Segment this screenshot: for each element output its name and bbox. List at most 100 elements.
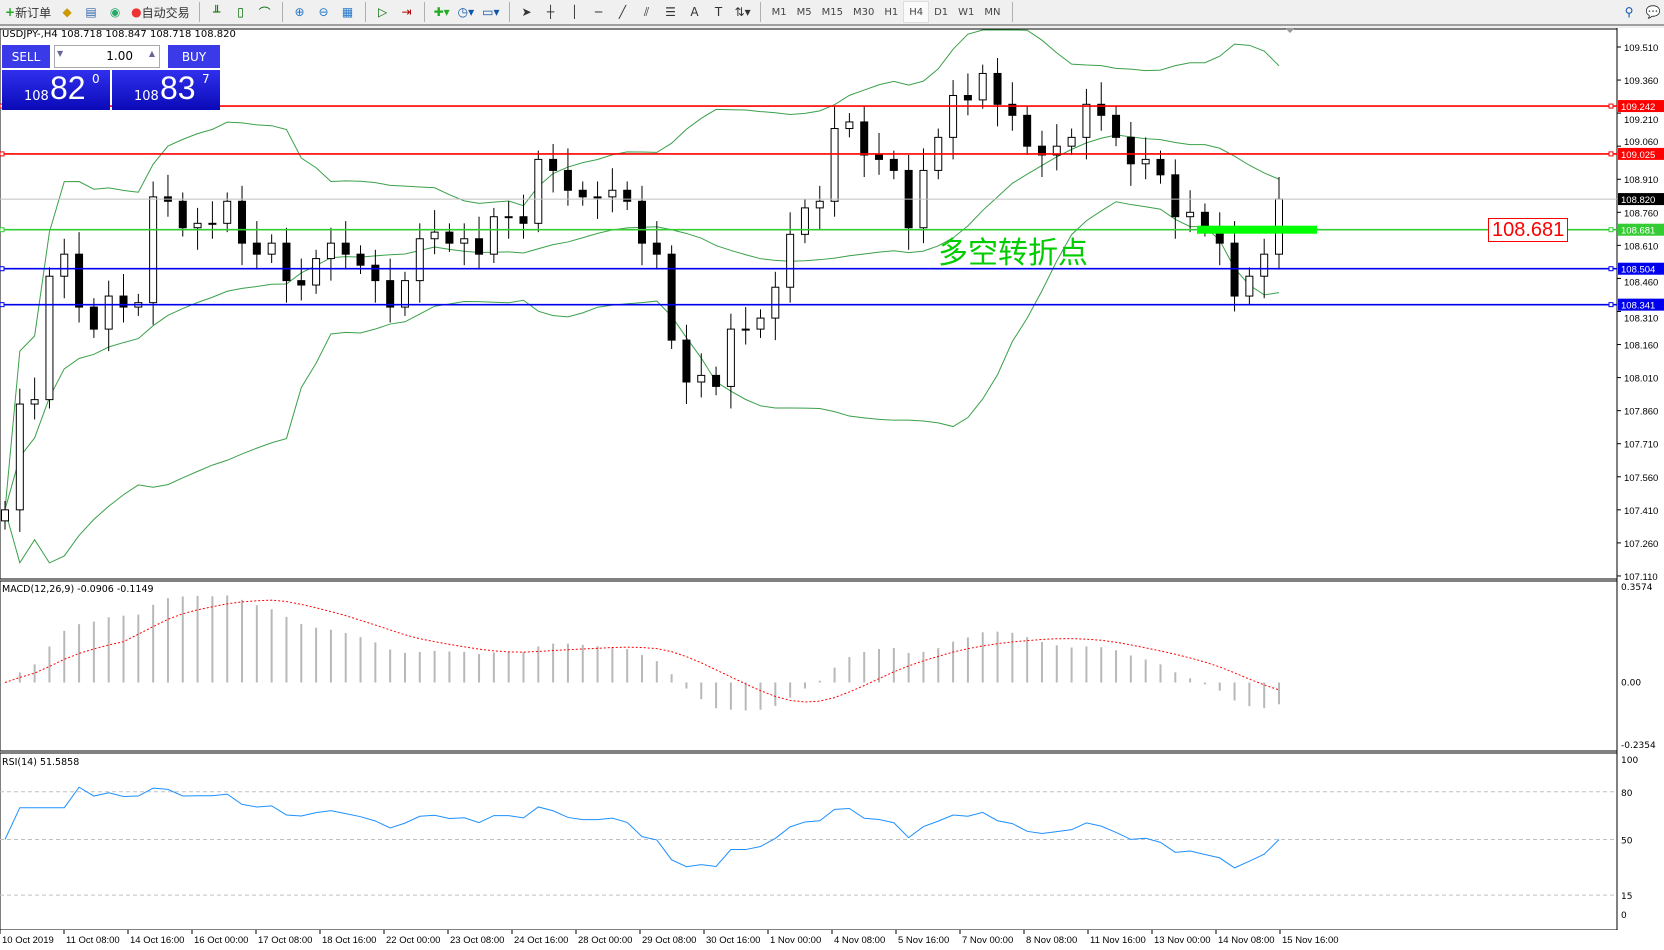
price-chart[interactable]: 109.510 109.360 109.210 109.060 108.910 108.7…: [0, 28, 1664, 950]
metaeditor-icon[interactable]: ◆: [62, 5, 72, 19]
chat-icon[interactable]: 💬: [1645, 5, 1661, 19]
candle-body: [771, 286, 780, 319]
toolbar: + 新订单 ◆ ▤ ◉ ● 自动交易 ╨ ▯ ⌒ ⊕ ⊖ ▦ ▷ ⇥ ✚▾ ◷▾ ▭…: [0, 0, 1664, 26]
lot-size-stepper[interactable]: ▼ 1.00 ▲: [54, 45, 160, 68]
time-tick-label: 5 Nov 16:00: [898, 935, 949, 946]
bollinger-lower: [4, 201, 1280, 564]
rsi-pane: [0, 752, 1618, 931]
chart-shift-icon[interactable]: ⇥: [401, 5, 412, 19]
time-tick-label: 28 Oct 00:00: [578, 935, 632, 946]
price-tick-label: 109.210: [1624, 115, 1658, 126]
line-handle: [1608, 151, 1614, 157]
axis-bg: [1617, 753, 1664, 930]
chart-window[interactable]: 109.510 109.360 109.210 109.060 108.910 108.7…: [0, 28, 1664, 950]
timeframe-d1[interactable]: D1: [934, 6, 949, 18]
candle-body: [1260, 253, 1269, 277]
templates-icon[interactable]: ▭▾: [482, 5, 500, 19]
trendline-icon[interactable]: ╱: [618, 5, 627, 19]
candle-body: [534, 158, 543, 224]
navigator-icon[interactable]: ▤: [85, 5, 97, 19]
crosshair-icon[interactable]: ┼: [546, 5, 555, 19]
candle-body: [682, 339, 691, 383]
timeframe-m15[interactable]: M15: [821, 6, 843, 18]
price-label-box[interactable]: 108.681: [1488, 218, 1569, 242]
candle-body: [652, 242, 661, 255]
lot-size-input[interactable]: 1.00: [106, 49, 133, 63]
new-order-icon: +: [5, 5, 16, 19]
line-handle: [0, 302, 5, 308]
turning-point-annotation[interactable]: 多空转折点: [938, 236, 1088, 271]
candle-body: [875, 154, 884, 160]
divider: [281, 2, 283, 22]
timeframe-h4[interactable]: H4: [903, 1, 930, 23]
price-tick-label: 107.560: [1624, 473, 1658, 484]
signals-icon[interactable]: ◉: [109, 5, 121, 19]
fibonacci-icon[interactable]: ☰: [665, 5, 676, 19]
candle-body: [238, 200, 247, 244]
candle-body: [667, 253, 676, 341]
price-line-tag: [1618, 298, 1664, 311]
cursor-icon[interactable]: ➤: [521, 5, 532, 19]
periods-icon[interactable]: ◷▾: [457, 5, 475, 19]
candle-body: [415, 238, 424, 282]
price-tick-label: 107.710: [1624, 440, 1658, 451]
line-chart-icon[interactable]: ⌒: [258, 5, 271, 20]
autoscroll-icon[interactable]: ▷: [377, 5, 388, 19]
price-line-tag: [1618, 223, 1664, 236]
price-line-tag-label: 108.504: [1621, 265, 1655, 276]
bar-chart-icon[interactable]: ╨: [212, 5, 221, 19]
candle-body: [1230, 242, 1239, 297]
equidistant-channel-icon[interactable]: ⫽: [643, 4, 650, 19]
auto-trading-button[interactable]: ● 自动交易: [131, 5, 190, 20]
candle-body: [1141, 158, 1150, 165]
buy-button[interactable]: BUY: [168, 45, 220, 68]
timeframe-m30[interactable]: M30: [852, 6, 875, 18]
timeframe-h1[interactable]: H1: [884, 6, 899, 18]
price-line-tag-label: 108.820: [1621, 195, 1655, 206]
line-handle: [0, 151, 5, 157]
timeframe-w1[interactable]: W1: [958, 6, 975, 18]
vertical-line-icon[interactable]: │: [570, 5, 579, 19]
decrease-lot-icon[interactable]: ▼: [57, 49, 64, 58]
tile-windows-icon[interactable]: ▦: [341, 5, 354, 19]
ask-price-button[interactable]: 108 83 7: [112, 70, 220, 110]
candlestick-icon[interactable]: ▯: [237, 5, 244, 19]
arrows-icon[interactable]: ⇅▾: [734, 5, 751, 19]
text-label-icon[interactable]: T: [714, 5, 723, 19]
timeframe-m5[interactable]: M5: [796, 6, 812, 18]
candle-body: [30, 399, 39, 405]
time-tick-label: 11 Oct 08:00: [66, 935, 120, 946]
time-tick-label: 18 Oct 16:00: [322, 935, 376, 946]
time-tick-label: 4 Nov 08:00: [834, 935, 885, 946]
candle-body: [149, 196, 158, 304]
rsi-axis-label: 100: [1621, 756, 1638, 766]
candle-body: [608, 189, 617, 198]
candle-body: [1008, 103, 1017, 116]
bid-big-figure: 108: [24, 89, 49, 104]
candle-body: [489, 216, 498, 255]
zoom-out-icon[interactable]: ⊖: [318, 5, 329, 19]
candle-body: [193, 222, 202, 229]
price-line-tag: [1618, 193, 1664, 206]
sell-button[interactable]: SELL: [2, 45, 50, 68]
axis-bg: [1617, 581, 1664, 751]
timeframe-mn[interactable]: MN: [984, 6, 1001, 18]
search-icon[interactable]: ⚲: [1624, 5, 1634, 19]
indicators-icon[interactable]: ✚▾: [433, 5, 450, 19]
bollinger-upper: [4, 29, 1280, 510]
bid-price-button[interactable]: 108 82 0: [2, 70, 110, 110]
candle-body: [1037, 145, 1046, 156]
price-tick-label: 107.110: [1624, 572, 1658, 583]
price-tick-label: 108.910: [1624, 175, 1658, 186]
text-icon[interactable]: A: [690, 5, 699, 19]
zoom-in-icon[interactable]: ⊕: [294, 5, 305, 19]
horizontal-line-icon[interactable]: ─: [594, 5, 603, 19]
price-line-tag: [1618, 147, 1664, 160]
candle-body: [267, 242, 276, 255]
timeframe-m1[interactable]: M1: [771, 6, 787, 18]
rsi-axis-label: 0: [1621, 911, 1627, 921]
candle-body: [830, 128, 839, 202]
increase-lot-icon[interactable]: ▲: [148, 49, 155, 58]
candle-body: [445, 231, 454, 244]
new-order-button[interactable]: + 新订单: [5, 5, 52, 20]
